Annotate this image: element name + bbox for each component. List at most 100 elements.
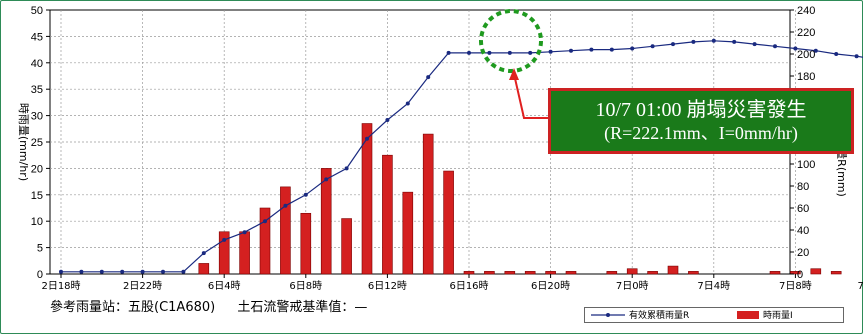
x-tick-label: 7日8時 [779, 280, 812, 292]
x-tick-label: 6日8時 [289, 280, 322, 292]
cumulative-point [589, 47, 594, 52]
left-tick-label: 0 [37, 269, 43, 281]
cumulative-point [181, 269, 186, 274]
legend-line-label: 有效累積雨量R [629, 309, 689, 321]
cumulative-point [263, 219, 267, 224]
cumulative-point [650, 44, 655, 49]
rain-bar [484, 271, 495, 275]
cumulative-point [161, 269, 165, 274]
rain-bar [280, 186, 291, 275]
event-circle [479, 9, 543, 73]
rain-bar [259, 207, 271, 275]
cumulative-point [609, 47, 614, 52]
cumulative-point [813, 48, 818, 53]
right-tick-label: 80 [797, 181, 809, 193]
legend-bar-swatch [737, 311, 759, 319]
cumulative-point [793, 46, 798, 51]
rain-bar [565, 271, 577, 275]
rain-bar [667, 265, 679, 275]
right-tick-label: 220 [797, 27, 815, 39]
right-tick-label: 60 [797, 203, 809, 215]
right-tick-label: 240 [797, 5, 815, 17]
rain-bar [382, 154, 393, 275]
cumulative-point [630, 46, 635, 51]
cumulative-point [283, 203, 288, 208]
cumulative-point [242, 230, 247, 235]
cumulative-point [344, 166, 349, 171]
cumulative-point [385, 118, 390, 122]
cumulative-point [691, 39, 696, 44]
x-tick-label: 7日12時 [857, 280, 863, 292]
rain-bar [402, 191, 414, 275]
x-tick-label: 2日22時 [123, 280, 162, 292]
rain-bar [830, 271, 842, 275]
left-tick-label: 10 [31, 216, 43, 228]
left-tick-label: 35 [31, 84, 43, 96]
legend-line-marker [606, 313, 610, 317]
event-pointer [513, 73, 548, 119]
legend-bar-label: 時雨量I [763, 310, 793, 321]
rain-bar [688, 271, 699, 275]
left-tick-label: 20 [31, 163, 43, 175]
cumulative-point [487, 50, 492, 55]
rain-bar [647, 271, 658, 275]
x-tick-label: 6日16時 [449, 280, 488, 292]
event-pointer-arrowhead [509, 68, 519, 80]
cumulative-point [303, 192, 308, 197]
rain-bar [341, 218, 352, 275]
event-callout-values: (R=222.1mm、I=0mm/hr) [604, 123, 798, 143]
cumulative-point [59, 269, 63, 274]
left-tick-label: 30 [31, 111, 43, 123]
cumulative-point [405, 101, 410, 106]
left-axis-label: 時雨量(mm/hr) [17, 103, 30, 181]
rain-bar [443, 170, 454, 275]
rain-bar [361, 123, 373, 275]
right-tick-label: 180 [797, 71, 815, 83]
right-tick-label: 100 [797, 159, 815, 171]
x-tick-label: 6日12時 [368, 280, 407, 292]
cumulative-point [569, 48, 573, 53]
left-axis-ticks: 0 5 10 15 20 25 30 35 40 45 50 [31, 5, 50, 281]
rain-bar [810, 268, 822, 275]
cumulative-point [773, 44, 777, 49]
x-axis-ticks: 2日18時 2日22時 6日4時 6日8時 6日12時 6日16時 6日20時 7日0時 7日4… [41, 274, 863, 292]
left-tick-label: 25 [31, 137, 43, 149]
rain-bar [626, 268, 638, 275]
cumulative-point [365, 136, 369, 141]
x-tick-label: 6日4時 [208, 280, 241, 292]
left-tick-label: 40 [31, 58, 43, 70]
cumulative-point [324, 177, 329, 182]
footer-info: 參考雨量站：五股(C1A680) 土石流警戒基準值：— [50, 296, 385, 315]
cumulative-point [79, 269, 84, 274]
cumulative-point [426, 75, 431, 80]
right-tick-label: 0 [797, 269, 803, 281]
hourly-rainfall-bars [198, 123, 842, 275]
cumulative-point [222, 237, 227, 242]
rain-bar [198, 263, 210, 275]
rain-bar [524, 271, 536, 275]
cumulative-point [140, 269, 145, 274]
x-tick-label: 7日4時 [697, 280, 730, 292]
cumulative-point [711, 38, 716, 43]
event-callout-time: 10/7 01:00 崩塌災害發生 [595, 99, 807, 121]
rain-bar [545, 271, 556, 275]
cumulative-point [120, 269, 125, 274]
cumulative-point [854, 54, 859, 59]
cumulative-point [467, 50, 471, 55]
event-callout: 10/7 01:00 崩塌災害發生 (R=222.1mm、I=0mm/hr) [548, 88, 854, 154]
cumulative-point [834, 52, 839, 56]
cumulative-point [201, 251, 206, 256]
rain-bar [239, 231, 250, 275]
right-tick-label: 40 [797, 225, 809, 237]
legend: 有效累積雨量R 時雨量I [584, 307, 844, 323]
event-marker [479, 9, 548, 119]
rain-bar [320, 168, 332, 275]
cumulative-point [507, 50, 512, 55]
cumulative-point [446, 50, 451, 55]
cumulative-point [732, 39, 737, 44]
left-tick-label: 50 [31, 5, 43, 17]
right-tick-label: 20 [797, 247, 809, 259]
left-tick-label: 45 [31, 31, 43, 43]
x-tick-label: 6日20時 [531, 280, 570, 292]
